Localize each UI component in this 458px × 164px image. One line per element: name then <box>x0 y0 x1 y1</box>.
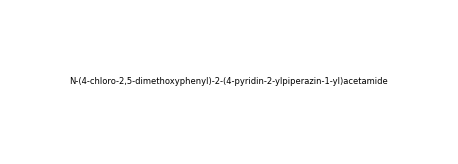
Text: N-(4-chloro-2,5-dimethoxyphenyl)-2-(4-pyridin-2-ylpiperazin-1-yl)acetamide: N-(4-chloro-2,5-dimethoxyphenyl)-2-(4-py… <box>70 78 388 86</box>
